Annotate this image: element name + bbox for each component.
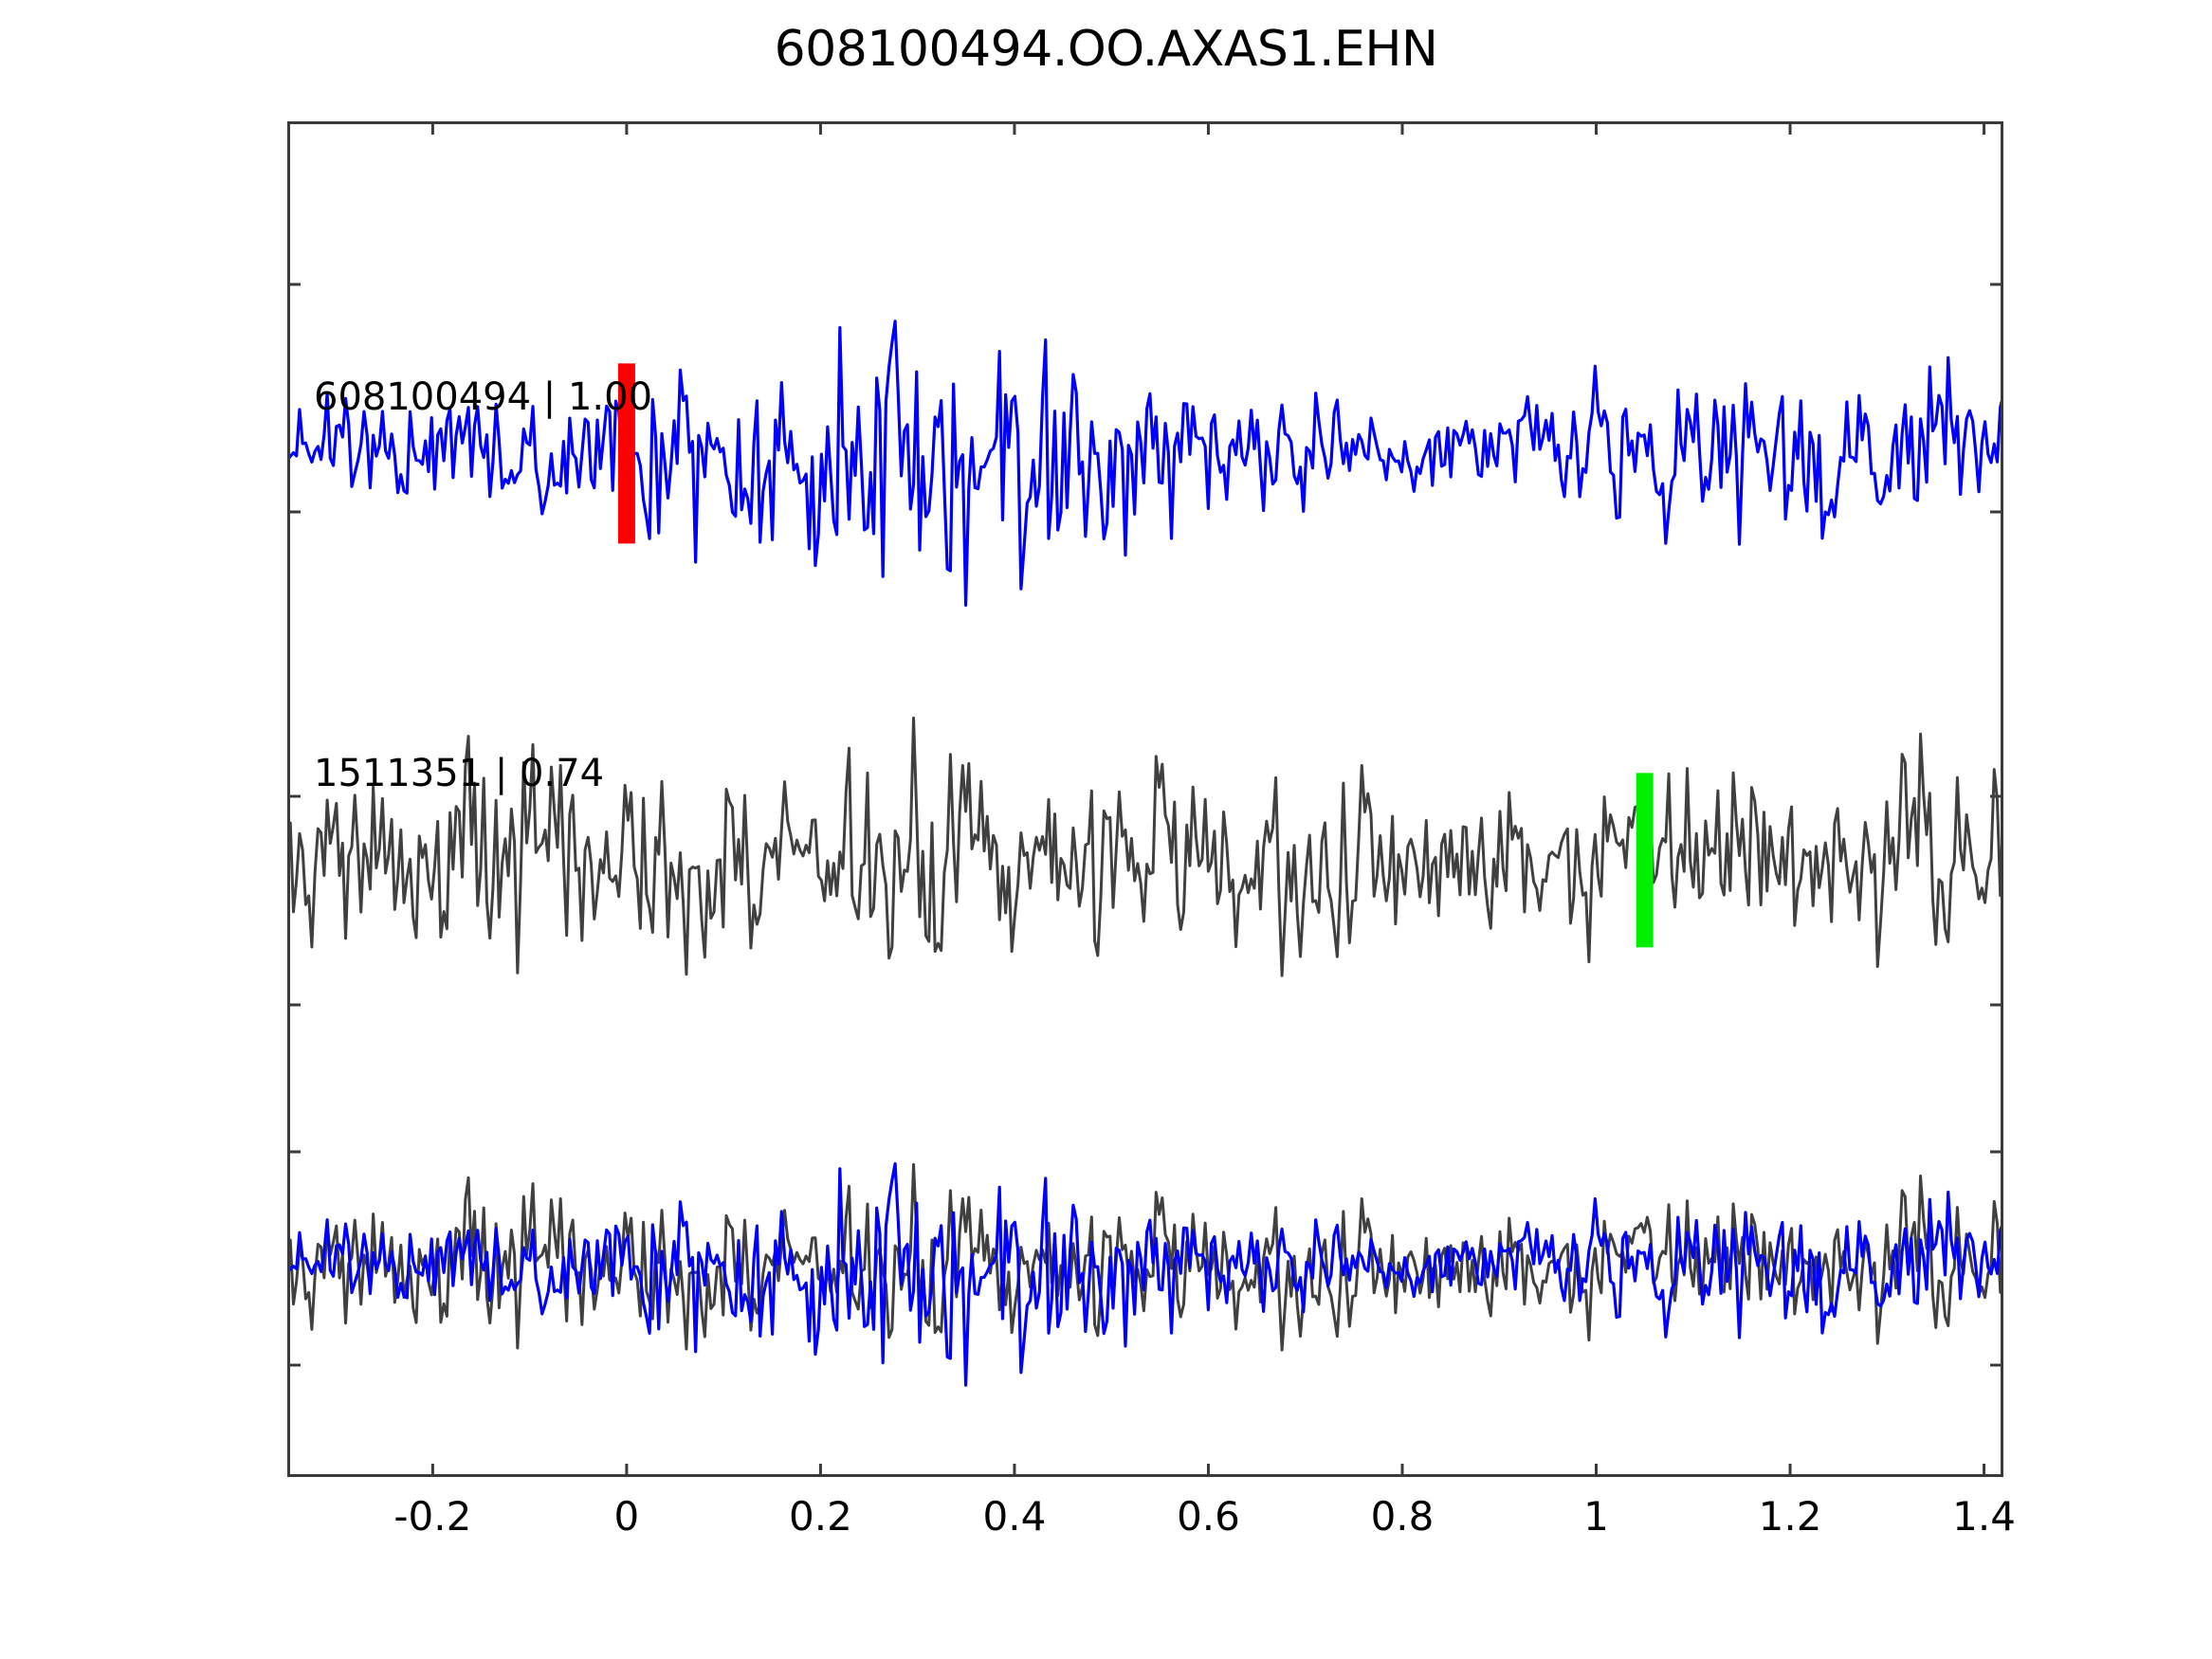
x-tick-label: 1.4 xyxy=(1952,1493,2016,1540)
detection-pick-marker-green xyxy=(1636,773,1654,948)
x-tick-label: 0.2 xyxy=(789,1493,852,1540)
x-tick-label: 1 xyxy=(1583,1493,1609,1540)
x-tick-label: 1.2 xyxy=(1758,1493,1822,1540)
trace-label-detection: 1511351 | 0.74 xyxy=(314,752,605,795)
x-tick-label: 0.4 xyxy=(982,1493,1047,1540)
waveform-canvas xyxy=(287,121,2003,1477)
template-pick-marker-red xyxy=(617,363,635,544)
page-title: 608100494.OO.AXAS1.EHN xyxy=(774,21,1438,78)
x-tick-label: 0 xyxy=(613,1493,640,1540)
trace-label-template: 608100494 | 1.00 xyxy=(314,375,653,419)
detection-waveform-trace xyxy=(287,716,2003,977)
x-tick-label: 0.8 xyxy=(1370,1493,1435,1540)
x-tick-label: -0.2 xyxy=(393,1493,472,1540)
overlay-detection-trace xyxy=(287,1162,2003,1352)
x-axis-tick-labels: -0.2 0 0.2 0.4 0.6 0.8 1 1.2 1.4 xyxy=(287,1493,2016,1559)
plot-area: 608100494 | 1.00 1511351 | 0.74 xyxy=(287,121,2003,1477)
overlay-template-trace xyxy=(287,1161,2003,1387)
x-tick-label: 0.6 xyxy=(1177,1493,1240,1540)
template-waveform-trace xyxy=(287,319,2003,607)
